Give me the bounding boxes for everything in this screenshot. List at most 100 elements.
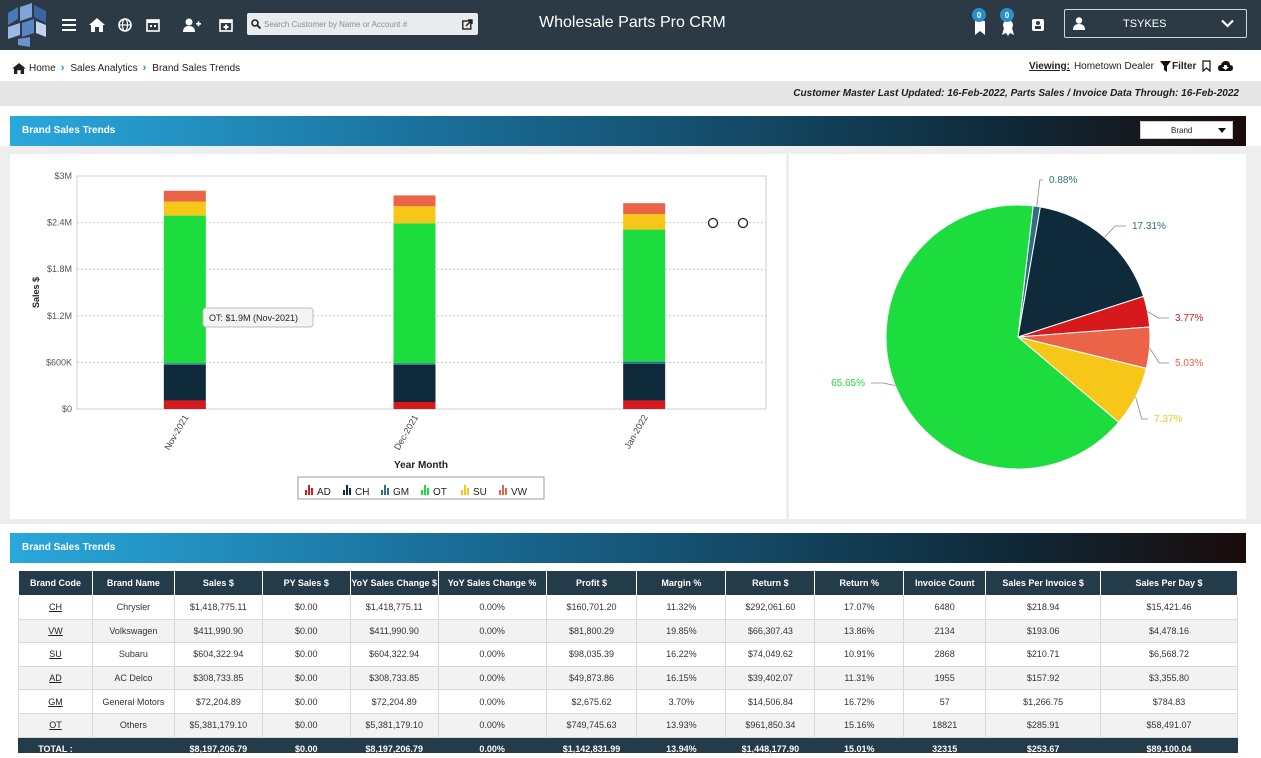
table-cell: $15,421.46 — [1100, 595, 1238, 620]
award-notifications-icon[interactable]: 0 — [997, 8, 1019, 36]
column-header[interactable]: Sales Per Invoice $ — [985, 570, 1102, 596]
table-row: AD AC Delco $308,733.85 $0.00 $308,733.85 0.0… — [18, 665, 1238, 691]
group-by-select[interactable]: Brand — [1140, 121, 1233, 139]
pie-label-connector — [1149, 347, 1169, 364]
bookmark-icon[interactable] — [1202, 60, 1212, 72]
legend-bar-icon — [305, 490, 307, 495]
column-header[interactable]: Margin % — [636, 570, 727, 596]
viewing-controls: Viewing: Hometown Dealer Filter — [1029, 60, 1234, 72]
viewing-value[interactable]: Hometown Dealer — [1073, 60, 1154, 72]
table-cell: Others — [91, 712, 175, 738]
home-icon[interactable] — [86, 14, 108, 36]
pie-slice-label: 3.77% — [1175, 313, 1203, 324]
legend-item-gm[interactable]: GM — [381, 485, 409, 498]
pie-slice-ot[interactable] — [885, 204, 1120, 470]
bar-segment-su — [163, 201, 206, 216]
table-cell: $749,745.63 — [545, 712, 638, 738]
brand-code-link[interactable]: OT — [18, 712, 93, 738]
marker-circle — [737, 217, 749, 229]
breadcrumb-sales-analytics[interactable]: Sales Analytics — [70, 62, 138, 74]
y-tick-label: $600K — [46, 357, 72, 367]
legend-item-su[interactable]: SU — [461, 485, 487, 498]
pie-chart-panel: 0.88% 17.31% 3.77% 5.03% 7.37% 65.65% — [789, 154, 1246, 519]
pie-label-connector — [1104, 225, 1126, 238]
column-header[interactable]: Sales Per Day $ — [1100, 570, 1238, 596]
brand-code-link[interactable]: AD — [18, 665, 93, 691]
contact-card-icon[interactable] — [1027, 14, 1049, 36]
legend-bar-icon — [311, 488, 313, 495]
calendar-add-icon[interactable] — [215, 14, 237, 36]
column-header[interactable]: Profit $ — [545, 570, 638, 596]
table-section-header: Brand Sales Trends — [10, 533, 1246, 563]
legend-item-ot[interactable]: OT — [421, 485, 447, 498]
column-header[interactable]: YoY Sales Change % — [437, 570, 547, 596]
pie-label-connector — [871, 382, 896, 386]
brand-code-link[interactable]: GM — [18, 689, 93, 714]
brand-code-link[interactable]: VW — [18, 618, 93, 644]
bar-segment-ot — [623, 229, 666, 362]
total-cell: 15.01% — [814, 736, 905, 753]
table-cell: 11.31% — [814, 665, 905, 691]
bar-segment-ad — [393, 402, 436, 409]
add-user-icon[interactable] — [181, 14, 203, 36]
external-link-icon[interactable] — [462, 18, 473, 30]
pie-slice-label: 5.03% — [1175, 358, 1203, 369]
table-cell: General Motors — [91, 689, 175, 714]
table-cell: $193.06 — [985, 618, 1102, 644]
bar-segment-su — [393, 206, 436, 224]
column-header[interactable]: Sales $ — [173, 570, 263, 596]
user-menu[interactable]: TSYKES — [1064, 9, 1247, 38]
column-header[interactable]: PY Sales $ — [261, 570, 351, 596]
table-cell: 57 — [903, 689, 987, 714]
y-tick-label: $1.2M — [47, 311, 72, 321]
x-tick-label: Dec-2021 — [392, 413, 420, 452]
caret-down-icon — [1218, 128, 1226, 133]
table-cell: $14,506.84 — [725, 689, 816, 714]
bookmark-notifications-icon[interactable]: 0 — [969, 8, 991, 36]
viewing-label: Viewing: — [1029, 60, 1070, 72]
legend-item-ch[interactable]: CH — [343, 485, 369, 498]
search-input[interactable] — [264, 19, 454, 29]
brand-code-link[interactable]: SU — [18, 642, 93, 667]
table-cell: 0.00% — [437, 642, 547, 667]
legend-item-vw[interactable]: VW — [499, 485, 528, 498]
calendar-icon[interactable] — [142, 14, 164, 36]
total-cell: $8,197,206.79 — [349, 736, 439, 753]
table-cell: $218.94 — [985, 595, 1102, 620]
pie-label-connector — [1147, 311, 1169, 319]
data-freshness-text: Customer Master Last Updated: 16-Feb-202… — [793, 88, 1239, 99]
bar-segment-su — [623, 214, 666, 230]
brand-code-link[interactable]: CH — [18, 595, 93, 620]
cloud-download-icon[interactable] — [1218, 60, 1234, 72]
table-cell: $1,418,775.11 — [349, 595, 439, 620]
menu-icon[interactable] — [58, 14, 80, 36]
table-row: OT Others $5,381,179.10 $0.00 $5,381,179.10 0… — [18, 712, 1238, 738]
legend-label: VW — [511, 487, 528, 498]
filter-icon[interactable] — [1159, 60, 1171, 72]
globe-icon[interactable] — [114, 14, 136, 36]
column-header[interactable]: Brand Name — [91, 570, 175, 596]
table-cell: $961,850.34 — [725, 712, 816, 738]
legend-bar-icon — [349, 488, 351, 495]
total-cell: $0.00 — [261, 736, 351, 753]
column-header[interactable]: Return $ — [725, 570, 816, 596]
table-cell: AC Delco — [91, 665, 175, 691]
bar-segment-ch — [393, 364, 436, 403]
column-header[interactable]: YoY Sales Change $ — [349, 570, 439, 596]
legend-bar-icon — [461, 490, 463, 495]
legend-bar-icon — [421, 490, 423, 495]
chevron-down-icon — [1221, 19, 1234, 28]
table-cell: Subaru — [91, 642, 175, 667]
filter-button[interactable]: Filter — [1171, 60, 1197, 72]
table-cell: 0.00% — [437, 618, 547, 644]
legend-bar-icon — [384, 485, 386, 495]
customer-search — [247, 13, 478, 35]
column-header[interactable]: Return % — [814, 570, 905, 596]
legend-item-ad[interactable]: AD — [305, 485, 331, 498]
brand-sales-table-container: Brand Code Brand Name Sales $ PY Sales $ YoY… — [18, 570, 1238, 753]
column-header[interactable]: Invoice Count — [903, 570, 987, 596]
column-header[interactable]: Brand Code — [18, 570, 93, 596]
pie-slice-ch[interactable] — [1017, 206, 1145, 338]
app-logo[interactable] — [4, 3, 50, 47]
breadcrumb-home[interactable]: Home — [29, 62, 56, 74]
